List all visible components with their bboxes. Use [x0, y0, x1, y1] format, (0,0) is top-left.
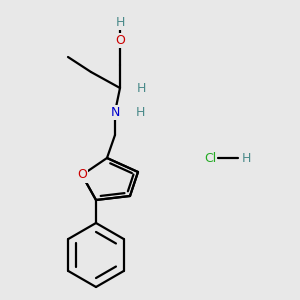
Text: H: H [241, 152, 251, 164]
Text: O: O [115, 34, 125, 46]
Text: Cl: Cl [204, 152, 216, 164]
Text: N: N [110, 106, 120, 118]
Text: H: H [115, 16, 125, 28]
Text: H: H [135, 106, 145, 118]
Text: O: O [77, 169, 87, 182]
Text: H: H [136, 82, 146, 94]
